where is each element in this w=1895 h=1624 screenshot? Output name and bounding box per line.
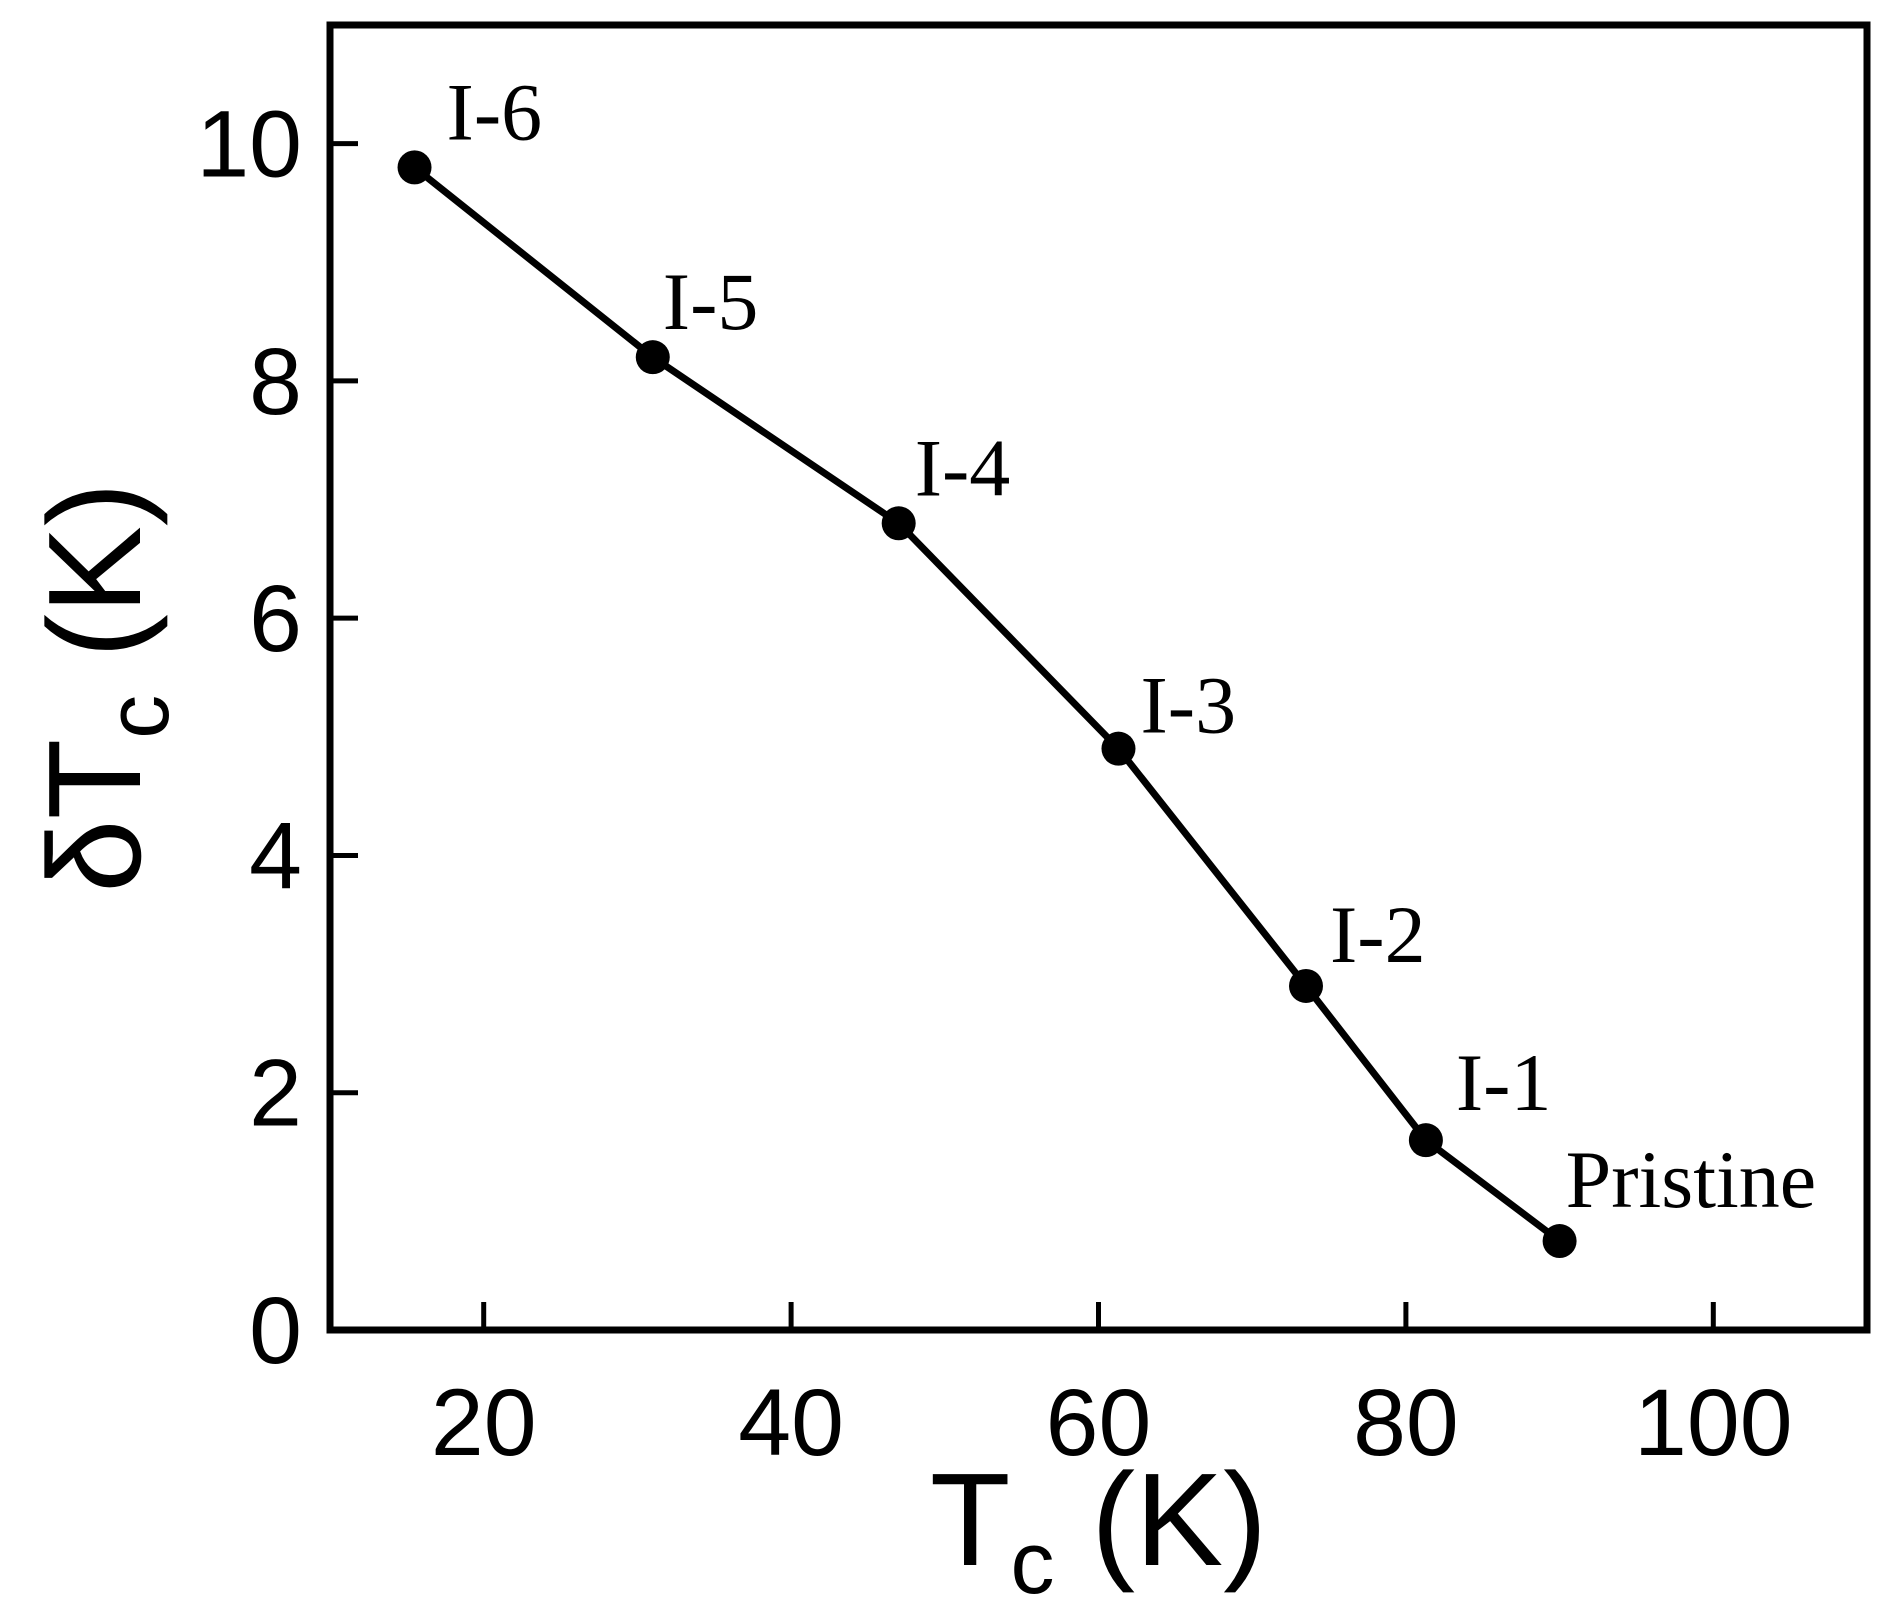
point-label: I-4 <box>915 422 1011 513</box>
data-point <box>397 150 432 185</box>
x-tick-label: 80 <box>1353 1370 1459 1476</box>
point-label: I-3 <box>1140 660 1236 751</box>
data-point <box>1288 968 1323 1003</box>
point-label: I-6 <box>447 66 543 157</box>
y-axis-title: δTc (K) <box>21 482 187 893</box>
point-label: Pristine <box>1566 1134 1817 1225</box>
x-tick-label: 60 <box>1046 1370 1152 1476</box>
y-tick-label: 6 <box>249 566 302 672</box>
data-point <box>1408 1123 1443 1158</box>
point-label: I-1 <box>1456 1037 1552 1128</box>
x-tick-label: 20 <box>431 1370 537 1476</box>
y-tick-label: 8 <box>249 329 302 435</box>
x-axis-title: Tc (K) <box>930 1446 1267 1612</box>
x-tick-label: 100 <box>1634 1370 1793 1476</box>
x-tick-label: 40 <box>738 1370 844 1476</box>
y-tick-label: 0 <box>249 1278 302 1384</box>
data-line <box>411 163 1564 1245</box>
data-point <box>1542 1224 1577 1259</box>
point-label: I-2 <box>1330 889 1426 980</box>
y-tick-label: 4 <box>249 803 302 909</box>
data-point <box>635 340 670 375</box>
y-tick-label: 10 <box>196 92 302 198</box>
y-tick-label: 2 <box>249 1041 302 1147</box>
data-point <box>881 506 916 541</box>
point-label: I-5 <box>663 256 759 347</box>
data-point <box>1101 731 1136 766</box>
